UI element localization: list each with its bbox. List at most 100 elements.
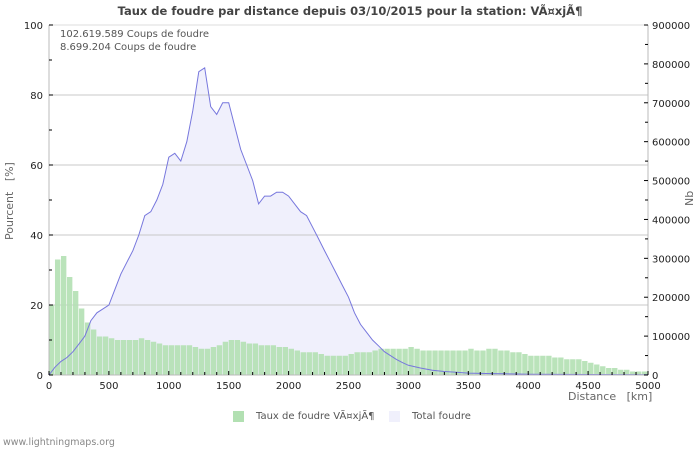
bar <box>498 350 504 375</box>
y-tick-label-right: 0 <box>652 371 658 382</box>
x-tick-label: 3500 <box>456 381 481 392</box>
legend-item-station-rate: Taux de foudre VÃ¤xjÃ¶ <box>233 411 375 422</box>
bar <box>474 350 480 375</box>
y-tick-label-right: 700000 <box>652 99 690 110</box>
y-tick-label-right: 600000 <box>652 138 690 149</box>
y-axis-left-label: Pourcent [%] <box>3 162 16 240</box>
bar <box>114 340 121 375</box>
bar <box>318 354 324 375</box>
bar <box>366 352 372 375</box>
bar <box>126 340 133 375</box>
x-tick-label: 2000 <box>276 381 301 392</box>
bar <box>138 338 145 375</box>
bar <box>276 347 283 375</box>
bar <box>240 341 247 375</box>
bar <box>468 348 474 375</box>
bar <box>228 340 235 375</box>
bar <box>222 341 229 375</box>
bar <box>450 350 456 375</box>
y-tick-label-left: 20 <box>30 301 43 312</box>
legend-swatch-green <box>233 411 244 422</box>
bar <box>108 338 115 375</box>
chart-title: Taux de foudre par distance depuis 03/10… <box>117 4 583 18</box>
bar <box>270 345 277 375</box>
bar <box>102 336 109 375</box>
legend-label: Taux de foudre VÃ¤xjÃ¶ <box>256 411 375 422</box>
bar <box>84 322 91 375</box>
bar <box>78 308 85 375</box>
bar <box>300 352 306 375</box>
y-tick-label-right: 400000 <box>652 215 690 226</box>
bar <box>162 345 169 375</box>
bar <box>72 291 79 375</box>
y-tick-label-right: 200000 <box>652 293 690 304</box>
bar <box>282 347 288 375</box>
bar <box>54 259 61 375</box>
bar <box>618 369 624 375</box>
bar <box>288 348 294 375</box>
bar <box>354 352 360 375</box>
bar <box>258 345 265 375</box>
bar <box>414 348 420 375</box>
bar <box>522 354 528 375</box>
bar <box>570 359 576 375</box>
bar <box>120 340 127 375</box>
info-total-strokes: 102.619.589 Coups de foudre <box>60 29 210 40</box>
bar <box>252 343 259 375</box>
footer-site-link[interactable]: www.lightningmaps.org <box>3 437 115 448</box>
info-station-strokes: 8.699.204 Coups de foudre <box>60 42 197 53</box>
y-tick-label-right: 300000 <box>652 254 690 265</box>
bar <box>540 355 546 375</box>
bar <box>564 359 570 375</box>
total-line <box>48 66 649 376</box>
bar <box>396 348 402 375</box>
y-tick-label-right: 500000 <box>652 177 690 188</box>
bar <box>216 345 223 375</box>
bar <box>402 348 408 375</box>
bar <box>516 352 522 375</box>
bar <box>132 340 139 375</box>
bar <box>420 350 426 375</box>
bar <box>588 362 594 375</box>
bar <box>264 345 271 375</box>
bar <box>642 371 648 375</box>
bar <box>606 368 612 375</box>
y-tick-label-left: 40 <box>30 231 43 242</box>
bar <box>306 352 312 375</box>
bar <box>342 355 348 375</box>
bar <box>582 361 588 375</box>
y-tick-label-left: 80 <box>30 91 43 102</box>
x-axis-label: Distance [km] <box>568 390 653 403</box>
y-tick-label-left: 60 <box>30 161 43 172</box>
y-tick-label-right: 800000 <box>652 60 690 71</box>
bar <box>192 347 199 375</box>
x-tick-label: 5000 <box>635 381 660 392</box>
y-tick-label-right: 900000 <box>652 21 690 32</box>
bar <box>360 352 366 375</box>
bar <box>210 347 217 375</box>
bar <box>378 348 384 375</box>
bar <box>90 329 97 375</box>
bar <box>144 340 151 375</box>
total-area <box>49 67 648 376</box>
legend-label: Total foudre <box>412 411 471 422</box>
bar <box>384 348 390 375</box>
bar <box>456 350 462 375</box>
bar <box>198 348 205 375</box>
bar <box>492 348 498 375</box>
bar <box>174 345 181 375</box>
bar <box>624 369 630 375</box>
bar <box>486 348 492 375</box>
bar <box>204 348 211 375</box>
y-tick-label-right: 100000 <box>652 332 690 343</box>
bar <box>480 350 486 375</box>
bar <box>372 350 378 375</box>
legend-swatch-lavender <box>389 411 400 422</box>
x-tick-label: 1500 <box>216 381 241 392</box>
bar <box>444 350 450 375</box>
bar <box>150 341 157 375</box>
x-tick-label: 4000 <box>515 381 540 392</box>
bar <box>558 357 564 375</box>
x-tick-label: 500 <box>99 381 118 392</box>
bar <box>528 355 534 375</box>
